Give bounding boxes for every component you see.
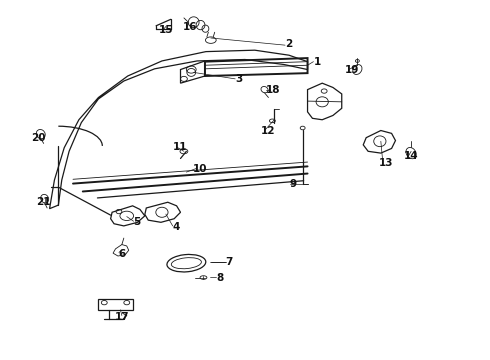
Text: 4: 4 <box>173 222 180 232</box>
Text: 9: 9 <box>289 179 296 189</box>
Text: 16: 16 <box>183 22 197 32</box>
Text: 8: 8 <box>216 273 223 283</box>
Text: 6: 6 <box>118 248 125 258</box>
Text: 19: 19 <box>344 64 359 75</box>
Text: 14: 14 <box>404 150 418 161</box>
Text: 2: 2 <box>285 40 293 49</box>
Text: 1: 1 <box>314 57 321 67</box>
Text: 12: 12 <box>261 126 276 135</box>
Text: 7: 7 <box>226 257 233 267</box>
Text: 10: 10 <box>193 164 207 174</box>
Text: 15: 15 <box>159 25 173 35</box>
Text: 3: 3 <box>236 74 243 84</box>
Text: 13: 13 <box>378 158 393 168</box>
Text: 20: 20 <box>31 133 46 143</box>
Text: 17: 17 <box>115 312 129 322</box>
Text: 11: 11 <box>173 142 188 152</box>
Text: 18: 18 <box>266 85 281 95</box>
Text: 5: 5 <box>133 217 140 227</box>
Text: 21: 21 <box>36 197 51 207</box>
